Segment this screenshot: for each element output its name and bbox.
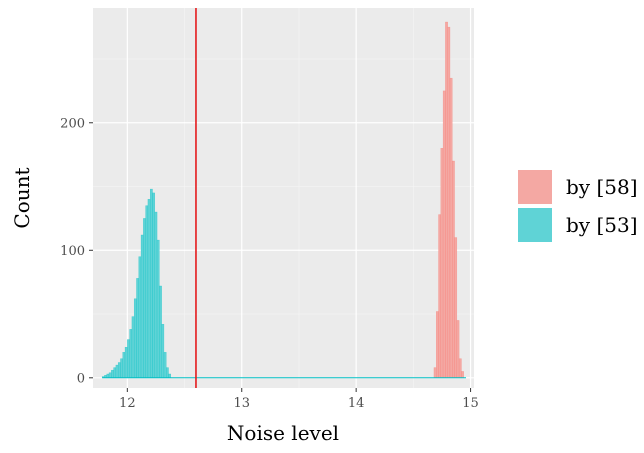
y-axis-tick-labels: 0 100 200: [60, 116, 85, 386]
histogram-bar: [154, 211, 158, 378]
histogram-bar: [458, 358, 462, 378]
histogram-bar: [150, 188, 153, 378]
histogram-bar: [106, 373, 110, 378]
legend: by [58] by [53]: [518, 170, 638, 242]
histogram-bar: [440, 148, 444, 378]
y-axis-title: Count: [10, 167, 34, 228]
histogram-bar: [447, 26, 451, 378]
histogram-bar: [115, 364, 119, 378]
legend-swatch-by-58: [518, 170, 552, 204]
x-tick-label: 13: [233, 396, 250, 411]
histogram-bar: [120, 358, 123, 378]
histogram-bar: [159, 285, 162, 378]
histogram-bar: [161, 324, 165, 378]
histogram-bar: [152, 192, 155, 378]
histogram-bar: [438, 214, 442, 378]
histogram-bar: [122, 352, 126, 378]
histogram-bar: [111, 369, 114, 378]
histogram-bar: [147, 199, 151, 378]
histogram-bar: [456, 320, 460, 378]
histogram-bars: [101, 21, 466, 379]
histogram-bar: [156, 239, 160, 378]
histogram-bar: [442, 90, 446, 378]
legend-swatch-by-53: [518, 208, 552, 242]
histogram-bar: [449, 77, 453, 378]
y-tick-label: 0: [77, 371, 85, 386]
histogram-bar: [454, 237, 458, 378]
histogram-bar: [136, 278, 139, 378]
histogram-bar: [168, 373, 172, 378]
histogram-bar: [129, 329, 133, 378]
x-tick-label: 15: [462, 396, 479, 411]
histogram-bar: [127, 339, 130, 378]
histogram-bar: [133, 298, 137, 378]
histogram-bar: [143, 218, 146, 378]
histogram-bar: [117, 362, 121, 378]
histogram-bar: [124, 346, 128, 378]
histogram-bar: [461, 371, 464, 378]
y-axis-ticks: [89, 122, 93, 379]
legend-label-by-58: by [58]: [566, 175, 638, 199]
x-axis-title: Noise level: [227, 421, 339, 445]
legend-label-by-53: by [53]: [566, 213, 638, 237]
x-axis-ticks: [126, 388, 472, 392]
histogram-bar: [163, 352, 167, 378]
histogram-bar: [145, 205, 149, 378]
histogram-bar: [433, 367, 437, 378]
histogram-bar: [436, 311, 439, 378]
histogram-bar: [445, 21, 448, 378]
histogram-bar: [131, 316, 135, 378]
histogram-bar: [108, 372, 112, 378]
x-tick-label: 14: [348, 396, 365, 411]
x-axis-tick-labels: 12 13 14 15: [119, 396, 479, 411]
histogram-bar: [140, 234, 144, 378]
y-tick-label: 200: [60, 116, 85, 131]
grid-major-x: [126, 8, 472, 388]
grid-minor-x: [184, 8, 414, 388]
histogram-bar: [452, 160, 455, 378]
histogram-bar: [166, 367, 169, 378]
y-tick-label: 100: [60, 244, 85, 259]
histogram-bar: [113, 367, 117, 378]
histogram-bar: [138, 256, 142, 378]
x-tick-label: 12: [119, 396, 136, 411]
